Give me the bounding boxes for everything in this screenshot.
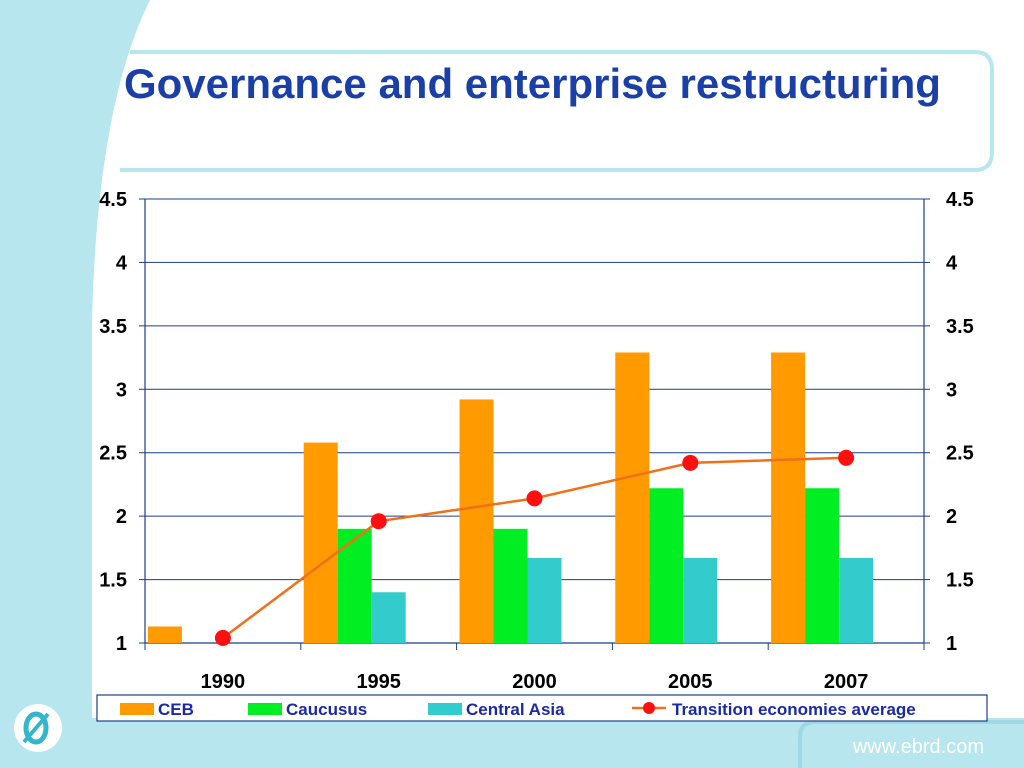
bar-central-asia — [683, 558, 718, 643]
y-tick-label: 2.5 — [99, 443, 127, 465]
legend-swatch-central-asia — [428, 703, 462, 715]
y2-tick-label: 3 — [946, 379, 957, 401]
y2-tick-label: 2.5 — [946, 443, 974, 465]
point-transition-average — [370, 513, 387, 530]
y-tick-label: 4.5 — [99, 189, 127, 211]
bar-ceb — [459, 399, 494, 643]
y2-tick-label: 3.5 — [946, 316, 974, 338]
ebrd-logo-icon — [14, 704, 62, 752]
x-tick-label: 2005 — [668, 671, 713, 693]
legend-label-ceb: CEB — [158, 700, 194, 719]
bar-central-asia — [371, 592, 406, 643]
legend-label-transition-economies-average: Transition economies average — [672, 700, 916, 719]
y2-tick-label: 2 — [946, 506, 957, 528]
legend-swatch-caucusus — [248, 703, 282, 715]
chart: 1 1 1.5 1.5 2 2 2.5 2.5 3 3 3.5 3.5 4 4 4.5 4.5 1990 1995… — [99, 189, 974, 693]
x-tick-label: 1990 — [201, 671, 246, 693]
bar-caucusus — [805, 488, 840, 643]
y-tick-label: 1 — [116, 633, 127, 655]
point-transition-average — [526, 490, 543, 507]
point-transition-average — [682, 454, 699, 471]
point-transition-average — [838, 449, 855, 466]
legend-box — [96, 694, 988, 722]
y-tick-label: 3.5 — [99, 316, 127, 338]
legend-marker-transition-economies-average — [643, 702, 655, 714]
title-frame — [120, 50, 994, 172]
page-title: Governance and enterprise restructuring — [124, 60, 941, 107]
y2-tick-label: 1 — [946, 633, 957, 655]
bar-ceb — [303, 442, 338, 643]
bar-central-asia — [527, 558, 562, 643]
footer-url[interactable]: www.ebrd.com — [852, 736, 984, 758]
y2-tick-label: 4 — [946, 252, 958, 274]
x-tick-label: 1995 — [356, 671, 401, 693]
legend-label-caucusus: Caucusus — [286, 700, 367, 719]
bar-ceb — [615, 352, 650, 643]
bar-caucusus — [649, 488, 684, 643]
background-bottom-band — [0, 718, 1024, 768]
y-tick-label: 2 — [116, 506, 127, 528]
legend-swatch-ceb — [120, 703, 154, 715]
bar-ceb — [147, 626, 182, 643]
y-tick-label: 3 — [116, 379, 127, 401]
footer-frame — [798, 720, 1024, 768]
chart-legend: CEB Caucusus Central Asia Transition econom… — [96, 694, 988, 722]
bar-caucusus — [337, 528, 372, 643]
point-transition-average — [214, 629, 231, 646]
y2-tick-label: 1.5 — [946, 570, 974, 592]
bar-ceb — [771, 352, 806, 643]
bar-central-asia — [839, 558, 874, 643]
bar-caucusus — [493, 528, 528, 643]
y-tick-label: 1.5 — [99, 570, 127, 592]
x-tick-label: 2000 — [512, 671, 557, 693]
background-left-band — [0, 0, 150, 768]
legend-label-central-asia: Central Asia — [466, 700, 565, 719]
x-tick-label: 2007 — [824, 671, 869, 693]
y-tick-label: 4 — [116, 252, 128, 274]
y2-tick-label: 4.5 — [946, 189, 974, 211]
